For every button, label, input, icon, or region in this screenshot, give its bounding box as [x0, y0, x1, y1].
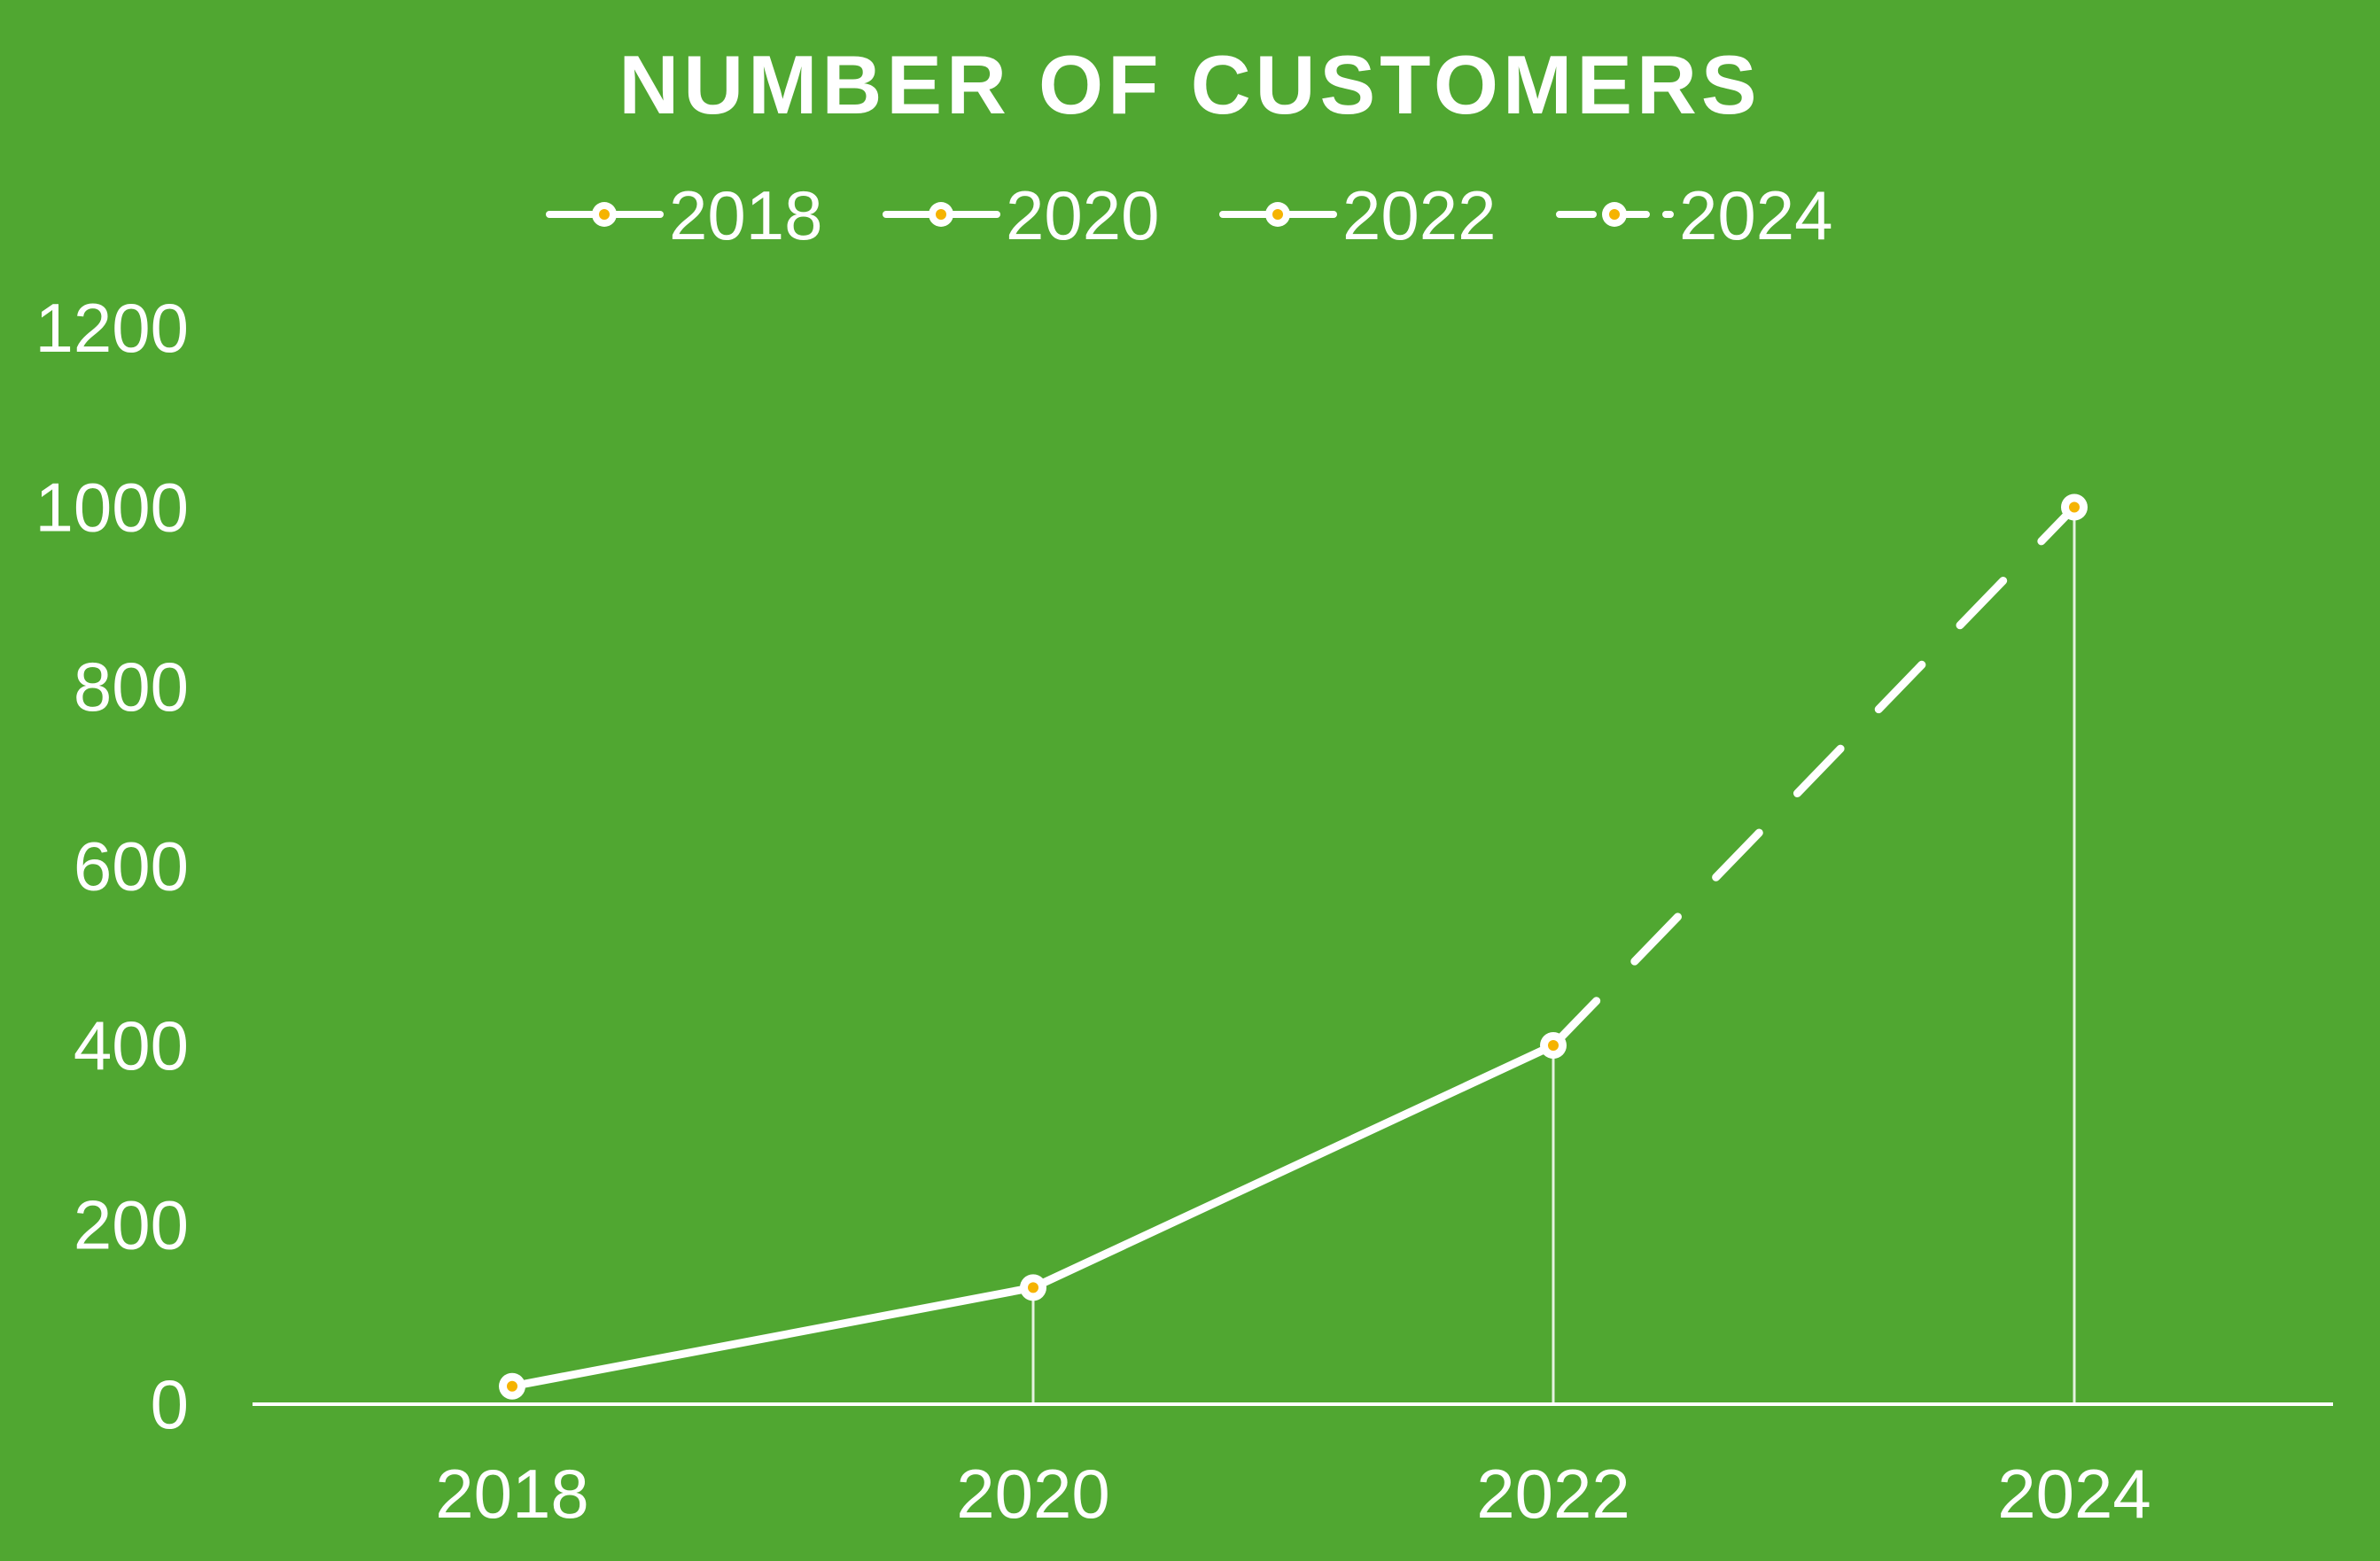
legend-label: 2024 [1679, 176, 1833, 254]
legend-item: 2024 [1556, 176, 1833, 254]
legend-item: 2022 [1219, 176, 1497, 254]
y-tick-label: 200 [74, 1186, 189, 1264]
chart-title: NUMBER OF CUSTOMERS [618, 38, 1761, 131]
data-point [2061, 493, 2088, 521]
legend-label: 2022 [1342, 176, 1497, 254]
y-tick-label: 800 [74, 648, 189, 726]
x-tick-label: 2024 [1997, 1455, 2151, 1533]
series-segment [1029, 1041, 1558, 1292]
y-axis-ticks: 0 200 400 600 800 1000 1200 [35, 289, 189, 1443]
x-tick-label: 2020 [956, 1455, 1110, 1533]
drop-lines [1031, 507, 2076, 1404]
data-point [1020, 1274, 1046, 1301]
y-tick-label: 600 [74, 827, 189, 905]
series-segment-projected [1549, 503, 2079, 1050]
y-tick-label: 0 [151, 1365, 189, 1443]
x-axis-ticks: 2018 2020 2022 2024 [435, 1455, 2151, 1533]
y-tick-label: 1000 [35, 469, 189, 547]
data-point [499, 1372, 525, 1400]
series-segment [508, 1283, 1038, 1391]
legend-label: 2018 [669, 176, 823, 254]
legend-label: 2020 [1006, 176, 1160, 254]
x-tick-label: 2022 [1476, 1455, 1630, 1533]
legend: 2018 2020 2022 2024 [546, 176, 1833, 254]
y-tick-label: 1200 [35, 289, 189, 367]
legend-item: 2020 [883, 176, 1160, 254]
data-markers [499, 493, 2088, 1400]
series-line [508, 503, 2079, 1391]
x-tick-label: 2018 [435, 1455, 589, 1533]
legend-item: 2018 [546, 176, 823, 254]
y-tick-label: 400 [74, 1006, 189, 1084]
data-point [1540, 1032, 1567, 1059]
